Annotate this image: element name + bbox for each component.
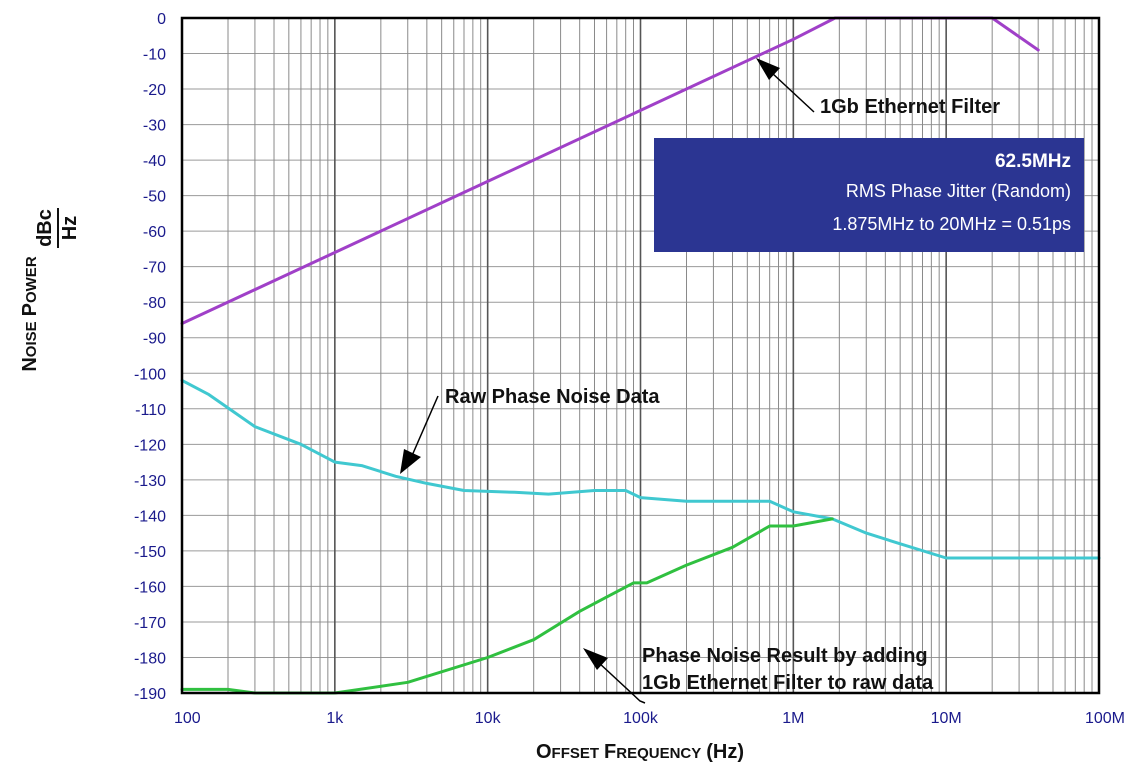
- annotation-raw-data-arrowhead: [400, 449, 421, 474]
- info-box-title: 62.5MHz: [995, 151, 1071, 172]
- y-axis-title-big2: P: [19, 303, 41, 316]
- y-tick-label: -10: [143, 47, 166, 64]
- y-tick-label: -40: [143, 153, 166, 170]
- x-axis-title-unit: (Hz): [706, 741, 744, 763]
- x-axis-title-big1: O: [536, 741, 552, 763]
- x-tick-label: 100k: [623, 710, 659, 727]
- x-axis-title-small2: REQUENCY: [616, 745, 701, 762]
- y-tick-label: -30: [143, 118, 166, 135]
- y-tick-label: -140: [134, 508, 166, 525]
- y-tick-labels: 0 -10 -20 -30 -40 -50 -60 -70 -80 -90 -100 -110 -120…: [134, 11, 166, 703]
- annotation-result: Phase Noise Result by adding 1Gb Etherne…: [583, 645, 934, 704]
- x-tick-label: 1k: [326, 710, 344, 727]
- y-tick-label: -110: [135, 402, 166, 419]
- raw-phase-noise-line: [180, 378, 1101, 560]
- y-tick-label: -50: [143, 189, 166, 206]
- y-tick-label: 0: [157, 11, 166, 28]
- x-tick-label: 100M: [1085, 710, 1125, 727]
- y-axis-title-text: NOISE POWER: [19, 256, 41, 371]
- x-axis-title-small1: FFSET: [552, 745, 600, 762]
- y-tick-label: -180: [134, 650, 166, 667]
- y-tick-label: -70: [143, 260, 166, 277]
- y-axis-title-small1: OISE: [23, 321, 40, 357]
- annotation-ethernet-filter-arrow: [771, 72, 815, 113]
- annotation-raw-data: Raw Phase Noise Data: [400, 386, 660, 474]
- annotation-ethernet-filter-arrowhead: [756, 58, 780, 80]
- x-tick-label: 100: [174, 710, 201, 727]
- y-axis-title-small2: OWER: [23, 256, 40, 303]
- annotation-result-arrowhead: [583, 648, 608, 670]
- y-tick-label: -80: [143, 295, 166, 312]
- info-box-line1: RMS Phase Jitter (Random): [846, 181, 1071, 201]
- y-axis-unit-numerator: dBc: [34, 209, 56, 247]
- y-tick-label: -160: [134, 579, 166, 596]
- y-tick-label: -190: [134, 686, 166, 703]
- y-tick-label: -170: [134, 615, 166, 632]
- x-tick-label: 10M: [931, 710, 962, 727]
- y-tick-label: -100: [134, 366, 166, 383]
- y-axis-title-big1: N: [19, 357, 41, 371]
- annotation-ethernet-filter-label: 1Gb Ethernet Filter: [820, 96, 1000, 118]
- info-box-line2: 1.875MHz to 20MHz = 0.51ps: [832, 214, 1071, 234]
- x-tick-label: 1M: [782, 710, 804, 727]
- x-tick-label: 10k: [475, 710, 502, 727]
- annotation-raw-data-arrow: [410, 395, 439, 459]
- info-box: 62.5MHz RMS Phase Jitter (Random) 1.875M…: [654, 138, 1084, 252]
- y-tick-label: -130: [134, 473, 166, 490]
- y-tick-label: -150: [134, 544, 166, 561]
- x-axis-title-big2: F: [604, 741, 616, 763]
- y-tick-label: -60: [143, 224, 166, 241]
- annotation-result-label-line2: 1Gb Ethernet Filter to raw data: [642, 672, 934, 694]
- info-box-background: [654, 138, 1084, 252]
- annotation-result-label-line1: Phase Noise Result by adding: [642, 645, 928, 667]
- x-axis-title: OFFSET FREQUENCY (Hz): [536, 741, 744, 763]
- y-tick-label: -90: [143, 331, 166, 348]
- annotation-raw-data-label: Raw Phase Noise Data: [445, 386, 660, 408]
- y-axis-unit-denominator: Hz: [59, 216, 81, 240]
- annotation-ethernet-filter: 1Gb Ethernet Filter: [756, 58, 1000, 118]
- plot-border: [180, 16, 1101, 695]
- x-tick-labels: 100 1k 10k 100k 1M 10M 100M: [174, 710, 1125, 727]
- annotation-result-arrow: [597, 661, 646, 704]
- y-tick-label: -20: [143, 82, 166, 99]
- y-axis-title: NOISE POWER dBc Hz: [19, 208, 81, 372]
- y-tick-label: -120: [134, 437, 166, 454]
